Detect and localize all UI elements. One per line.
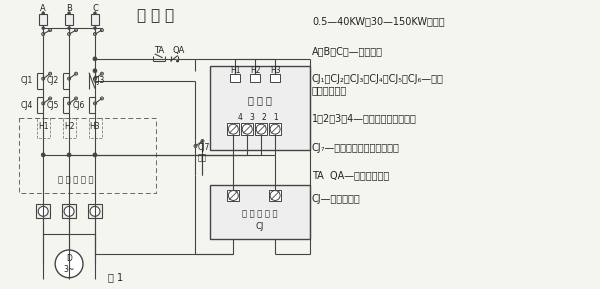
Text: CJ3: CJ3 — [93, 76, 106, 85]
Text: 保 护 器: 保 护 器 — [248, 95, 272, 105]
Bar — [39, 14, 47, 25]
Text: 接 触 器 线 圈: 接 触 器 线 圈 — [242, 210, 278, 219]
Circle shape — [64, 206, 74, 216]
Text: TA: TA — [154, 47, 164, 55]
Circle shape — [38, 206, 48, 216]
Circle shape — [55, 250, 83, 278]
Bar — [269, 190, 281, 201]
Text: H1: H1 — [230, 66, 241, 75]
Bar — [270, 74, 280, 81]
Bar — [19, 118, 155, 192]
Bar — [91, 14, 99, 25]
Text: A、B、C、—三相电源: A、B、C、—三相电源 — [312, 46, 383, 56]
Bar — [88, 204, 102, 218]
Bar — [89, 118, 102, 138]
Bar — [255, 123, 267, 135]
Circle shape — [176, 60, 179, 62]
Text: H2: H2 — [64, 122, 74, 131]
Text: CJ2: CJ2 — [47, 76, 59, 85]
Text: H1: H1 — [38, 122, 49, 131]
Bar — [250, 74, 260, 81]
Bar — [230, 74, 240, 81]
Circle shape — [42, 27, 44, 29]
Circle shape — [94, 27, 96, 29]
Circle shape — [270, 190, 280, 201]
Text: 接 线 图: 接 线 图 — [137, 8, 174, 23]
Text: 图 1: 图 1 — [108, 272, 124, 282]
Circle shape — [93, 153, 97, 157]
Text: CJ7: CJ7 — [197, 143, 210, 153]
Circle shape — [242, 124, 252, 134]
Circle shape — [270, 124, 280, 134]
Circle shape — [256, 124, 266, 134]
Bar — [36, 204, 50, 218]
Text: 1、2、3、4—保护器接线端子号码: 1、2、3、4—保护器接线端子号码 — [312, 113, 417, 123]
Circle shape — [68, 12, 70, 14]
Text: 接触器主触头: 接触器主触头 — [312, 86, 347, 96]
Text: QA: QA — [172, 47, 185, 55]
Circle shape — [90, 206, 100, 216]
Bar — [211, 66, 310, 150]
Circle shape — [42, 12, 44, 14]
Bar — [269, 123, 281, 135]
Circle shape — [229, 124, 238, 134]
Text: CJ4: CJ4 — [21, 101, 33, 110]
Bar — [62, 204, 76, 218]
Text: CJ6: CJ6 — [73, 101, 85, 110]
Text: 穿 过 导 线 孔: 穿 过 导 线 孔 — [58, 175, 94, 184]
Text: CJ: CJ — [256, 222, 265, 231]
Text: 自倒: 自倒 — [197, 153, 207, 162]
Bar — [227, 123, 239, 135]
Bar — [241, 123, 253, 135]
Circle shape — [67, 153, 71, 157]
Circle shape — [93, 69, 97, 73]
Text: TA  QA—停止起动按鈕: TA QA—停止起动按鈕 — [312, 170, 389, 180]
Bar — [65, 14, 73, 25]
Text: CJ₁、CJ₂、CJ₃、CJ₄、CJ₅、CJ₆—交流: CJ₁、CJ₂、CJ₃、CJ₄、CJ₅、CJ₆—交流 — [312, 74, 444, 84]
Bar — [211, 185, 310, 239]
Text: CJ₇—交流接触器辅助常开触头: CJ₇—交流接触器辅助常开触头 — [312, 143, 400, 153]
Bar — [227, 190, 239, 201]
Circle shape — [229, 190, 238, 201]
Text: H3: H3 — [89, 122, 100, 131]
Text: C: C — [92, 4, 98, 13]
Circle shape — [68, 27, 70, 29]
Circle shape — [94, 12, 96, 14]
Text: CJ1: CJ1 — [21, 76, 33, 85]
Text: B: B — [66, 4, 72, 13]
Bar — [37, 118, 50, 138]
Text: D
3~: D 3~ — [64, 254, 74, 274]
Text: 4   3   2   1: 4 3 2 1 — [238, 113, 278, 122]
Text: H2: H2 — [250, 66, 260, 75]
Circle shape — [93, 57, 97, 61]
Text: CJ—接触器线圈: CJ—接触器线圈 — [312, 194, 361, 204]
Text: CJ5: CJ5 — [47, 101, 59, 110]
Bar — [63, 118, 76, 138]
Text: H3: H3 — [270, 66, 280, 75]
Text: A: A — [40, 4, 46, 13]
Circle shape — [41, 153, 45, 157]
Text: 0.5—40KW、30—150KW接线图: 0.5—40KW、30—150KW接线图 — [312, 16, 445, 26]
